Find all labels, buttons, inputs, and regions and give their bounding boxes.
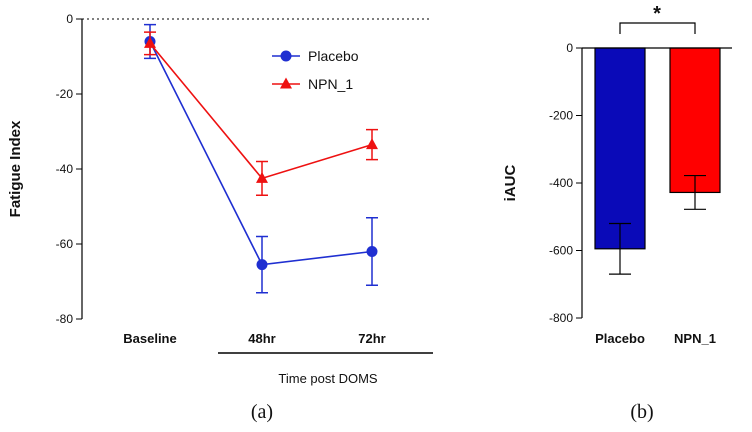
legend-marker [280,50,292,62]
bar-npn_1 [669,47,721,194]
panel-caption: (b) [630,401,653,423]
panel-a: 0 -20 -40 -60 -80 Fatigue Index Baseline 48hr 72… [7,12,433,423]
data-point-npn_1 [144,36,156,48]
bar-placebo [594,47,646,250]
y-tick-label: -200 [549,109,573,123]
y-tick-label: 0 [566,41,573,55]
data-point-placebo [256,259,268,271]
panel-b: Placebo NPN_1 0 -200 -400 -600 -800 iAUC * (b) [502,3,732,423]
x-tick-label: 48hr [248,331,275,346]
y-tick-label: -400 [549,176,573,190]
x-tick-label: 72hr [358,331,385,346]
data-point-npn_1 [366,138,378,150]
y-tick-label: -40 [56,162,74,176]
y-tick-label: -60 [56,237,74,251]
y-tick-label: -20 [56,87,74,101]
legend-label: NPN_1 [308,76,353,92]
x-axis-title: Time post DOMS [278,371,378,386]
y-tick-label: 0 [66,12,73,26]
legend-label: Placebo [308,48,359,64]
y-tick-label: -80 [56,312,74,326]
y-axis-title: Fatigue Index [7,120,24,217]
data-point-npn_1 [256,171,268,183]
y-tick-label: -600 [549,244,573,258]
data-point-placebo [366,246,378,257]
y-tick-label: -800 [549,311,573,325]
x-tick-label: Baseline [123,331,176,346]
y-axis-title: iAUC [502,165,519,202]
legend-marker [280,77,292,89]
significance-bracket [619,22,696,34]
panel-caption: (a) [251,401,273,423]
x-tick-label: Placebo [595,331,645,346]
x-tick-label: NPN_1 [674,331,716,346]
significance-marker: * [653,3,661,25]
series-line-placebo [149,41,373,266]
